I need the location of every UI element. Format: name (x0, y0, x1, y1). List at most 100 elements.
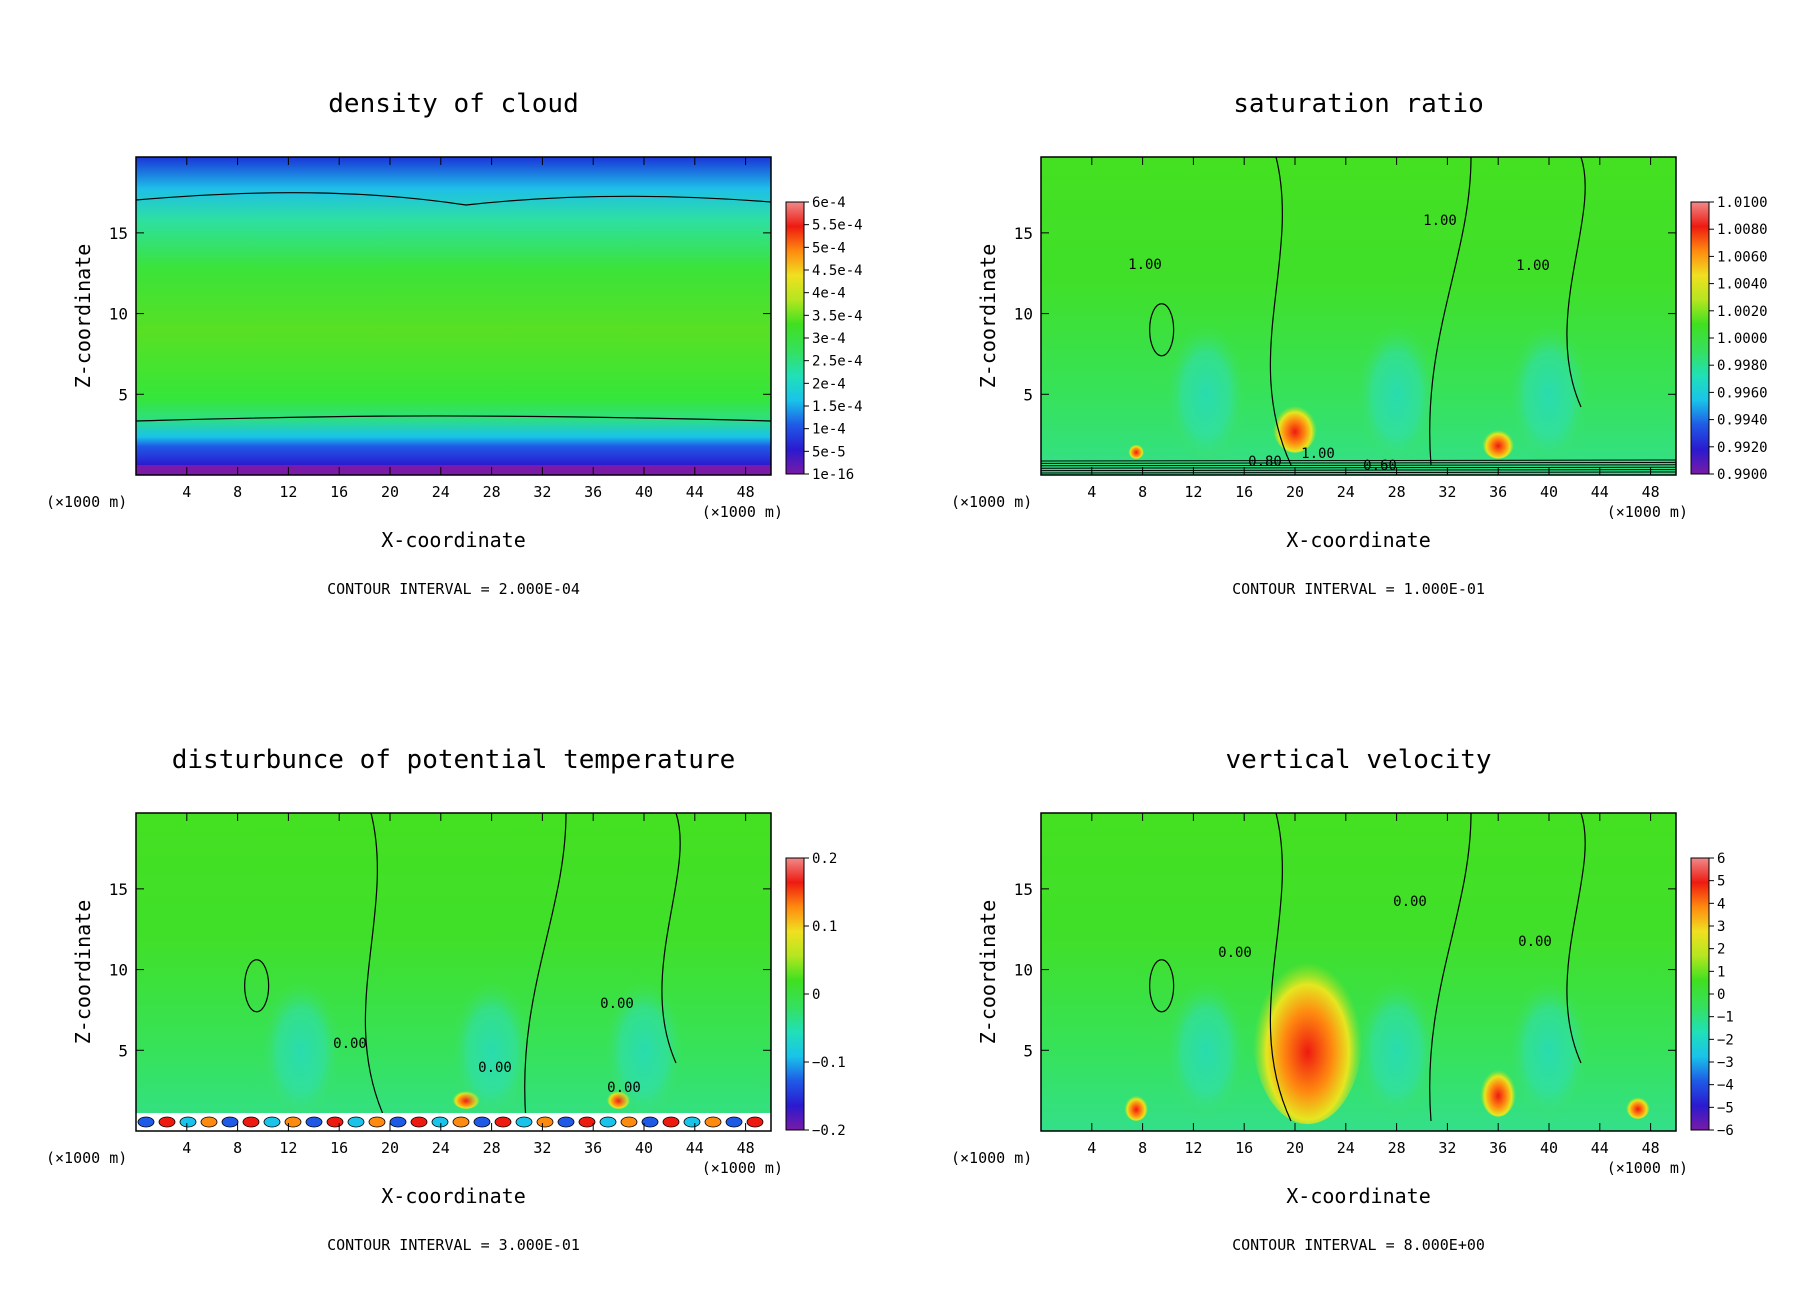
x-tick-label: 32 (1438, 483, 1456, 501)
surface-eddy (305, 1116, 323, 1128)
y-tick-label: 10 (109, 305, 128, 324)
colorbar (1690, 857, 1710, 1131)
contour-label: 0.00 (1393, 894, 1427, 910)
plot-frame (135, 812, 772, 1132)
colorbar-label: 1.0060 (1717, 249, 1768, 265)
surface-eddy (158, 1116, 176, 1128)
x-tick-label: 8 (1138, 1139, 1147, 1157)
x-tick-label: 32 (1438, 1139, 1456, 1157)
contour-line (1149, 303, 1175, 357)
colorbar-label: 1 (1717, 964, 1725, 980)
x-axis-label: X-coordinate (381, 1184, 526, 1208)
y-tick-label: 10 (1014, 961, 1033, 980)
contour-line (1041, 469, 1676, 472)
colorbar-label: 0.9920 (1717, 440, 1768, 456)
contour-label: 0.00 (333, 1036, 367, 1052)
colorbar (1690, 201, 1710, 475)
x-tick-label: 44 (1591, 483, 1609, 501)
x-tick-label: 36 (584, 1139, 602, 1157)
x-tick-label: 28 (483, 483, 501, 501)
x-tick-label: 32 (533, 1139, 551, 1157)
y-tick-label: 5 (118, 385, 128, 404)
plot-frame (135, 156, 772, 476)
contour-line (1429, 813, 1472, 1122)
contour-line (1041, 461, 1676, 464)
colorbar (785, 201, 805, 475)
x-tick-label: 8 (233, 1139, 242, 1157)
plot-features (1124, 813, 1650, 1125)
colorbar-label: 1.0000 (1717, 331, 1768, 347)
colorbar-label: 1.0020 (1717, 304, 1768, 320)
colorbar-label: 4.5e-4 (812, 263, 863, 279)
x-axis-label: X-coordinate (1286, 1184, 1431, 1208)
colorbar-label: 0.9900 (1717, 467, 1768, 483)
x-tick-label: 44 (686, 483, 704, 501)
y-tick-label: 5 (1023, 385, 1033, 404)
contour-line (1041, 471, 1676, 474)
surface-eddy (473, 1116, 491, 1128)
cool-region (451, 980, 532, 1121)
x-tick-label: 40 (1540, 1139, 1558, 1157)
x-tick-label: 24 (1337, 1139, 1355, 1157)
colorbar-label: −0.1 (812, 1055, 846, 1071)
contour-interval: CONTOUR INTERVAL = 2.000E-04 (327, 580, 580, 598)
surface-eddy (389, 1116, 407, 1128)
x-unit-left: (×1000 m) (46, 493, 127, 511)
colorbar-label: 2e-4 (812, 376, 846, 392)
x-tick-label: 24 (432, 483, 450, 501)
x-tick-label: 44 (1591, 1139, 1609, 1157)
warm-region (1124, 1092, 1149, 1121)
cool-region (1509, 324, 1589, 465)
contour-line (1041, 459, 1676, 462)
colorbar-label: 1.5e-4 (812, 399, 863, 415)
colorbar-label: 0.9960 (1717, 385, 1768, 401)
y-tick-label: 10 (1014, 305, 1033, 324)
colorbar-label: 1.0040 (1717, 277, 1768, 293)
x-unit-left: (×1000 m) (951, 493, 1032, 511)
surface-eddy (431, 1116, 449, 1128)
contour-band (136, 465, 771, 475)
x-axis-label: X-coordinate (381, 528, 526, 552)
x-unit-right: (×1000 m) (702, 503, 783, 521)
colorbar-label: 5e-4 (812, 240, 846, 256)
colorbar-label: −3 (1717, 1055, 1734, 1071)
y-tick-label: 15 (109, 224, 128, 243)
x-tick-label: 12 (1184, 483, 1202, 501)
y-tick-label: 15 (109, 880, 128, 899)
colorbar-label: 4 (1717, 896, 1725, 912)
contour-label: 1.00 (1301, 446, 1335, 462)
x-axis-label: X-coordinate (1286, 528, 1431, 552)
surface-eddy (200, 1116, 218, 1128)
x-tick-label: 40 (1540, 483, 1558, 501)
x-unit-left: (×1000 m) (951, 1149, 1032, 1167)
warm-region (1480, 1064, 1517, 1117)
contour-line (1149, 959, 1175, 1013)
colorbar-label: 3 (1717, 919, 1725, 935)
chart-title: vertical velocity (1225, 745, 1491, 775)
x-tick-label: 4 (1087, 1139, 1096, 1157)
surface-eddy (368, 1116, 386, 1128)
contour-label: 0.00 (478, 1060, 512, 1076)
x-unit-right: (×1000 m) (1607, 1159, 1688, 1177)
cool-region (1356, 324, 1437, 465)
contour-label: 0.00 (1518, 934, 1552, 950)
y-tick-label: 15 (1014, 224, 1033, 243)
contour-interval: CONTOUR INTERVAL = 1.000E-01 (1232, 580, 1485, 598)
y-axis-label: Z-coordinate (71, 244, 95, 389)
x-tick-label: 20 (1286, 483, 1304, 501)
x-unit-left: (×1000 m) (46, 1149, 127, 1167)
warm-region (1252, 944, 1363, 1125)
colorbar-label: 3e-4 (812, 331, 846, 347)
contour-line (1041, 466, 1676, 469)
x-tick-label: 12 (279, 483, 297, 501)
chart-title: disturbunce of potential temperature (172, 745, 736, 775)
contour-label: 1.00 (1516, 258, 1550, 274)
plot-frame (1040, 156, 1677, 476)
chart-title: density of cloud (328, 89, 578, 119)
contour-line (244, 959, 270, 1013)
warm-region (1482, 426, 1515, 459)
colorbar-label: 5.5e-4 (812, 218, 863, 234)
